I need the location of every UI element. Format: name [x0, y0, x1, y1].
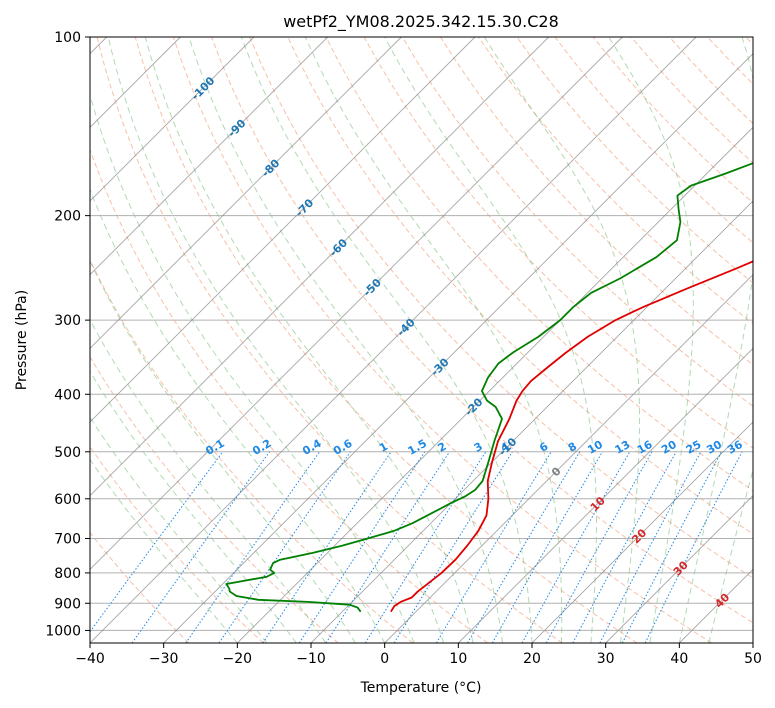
moist-adiabat-line	[90, 188, 386, 643]
x-axis: −40 −30 −20 −10 0 10 20 30 40 50	[75, 643, 762, 667]
mixing-ratio-line	[521, 451, 631, 643]
temperature-profile-line	[390, 260, 753, 613]
y-axis: 1000 900 800 700 600 500 400 300 200 100	[45, 30, 90, 639]
moist-adiabats	[90, 37, 753, 643]
dry-adiabat-line	[90, 355, 339, 643]
isotherm-line	[458, 347, 753, 643]
isotherm-line	[384, 274, 753, 643]
isotherm-line	[310, 200, 753, 643]
moist-adiabat-line	[144, 37, 474, 643]
y-tick-label: 1000	[45, 623, 81, 639]
x-tick-label: 0	[380, 651, 389, 667]
isotherm-line	[163, 53, 753, 643]
isotherm-line	[531, 421, 753, 643]
mixing-ratio-line	[185, 451, 320, 643]
sounding-series	[225, 162, 753, 613]
dewpoint-profile-line	[225, 162, 753, 613]
mixing-ratio-line	[325, 451, 450, 643]
moist-adiabat-line	[90, 416, 268, 643]
plot-frame	[89, 36, 754, 644]
moist-adiabat-line	[107, 37, 445, 643]
x-tick-label: 30	[597, 651, 615, 667]
moist-adiabat-line	[240, 37, 533, 643]
x-tick-label: −30	[149, 651, 179, 667]
mixing-ratio-line	[599, 451, 702, 643]
mixing-ratio-lines	[90, 451, 743, 643]
dry-adiabat-line	[90, 531, 190, 643]
dry-adiabat-line	[90, 445, 264, 643]
y-tick-label: 500	[54, 445, 81, 461]
dry-adiabat-line	[96, 37, 563, 643]
isotherm-line	[90, 37, 623, 570]
isotherm-line	[90, 37, 697, 643]
isotherm-line	[605, 495, 753, 643]
isotherm-line	[90, 37, 549, 497]
moist-adiabat-line	[188, 37, 504, 643]
mixing-ratio-line	[621, 451, 722, 643]
x-axis-label: Temperature (°C)	[360, 680, 482, 696]
dry-adiabats	[90, 37, 753, 643]
y-tick-label: 800	[54, 566, 81, 582]
mixing-ratio-line	[131, 451, 271, 643]
isotherm-line	[237, 126, 753, 643]
x-tick-label: 40	[670, 651, 688, 667]
y-axis-label: Pressure (hPa)	[14, 290, 30, 390]
mixing-ratio-line	[393, 451, 513, 643]
y-tick-label: 900	[54, 596, 81, 612]
moist-adiabat-line	[678, 37, 753, 643]
dry-adiabat-line	[134, 37, 638, 643]
plot-area: 0.1 0.2 0.4 0.6 1 1.5 2 3 4 6 8 10 13 16 20 25 30 36-100-…	[90, 37, 753, 643]
pressure-gridlines	[90, 37, 753, 631]
moist-adiabat-line	[304, 37, 563, 643]
x-tick-label: 10	[449, 651, 467, 667]
isotherm-line	[90, 37, 328, 276]
y-tick-label: 400	[54, 387, 81, 403]
mixing-ratio-line	[262, 451, 392, 643]
mixing-ratio-line	[435, 451, 552, 643]
dry-adiabat-line	[440, 37, 753, 366]
moist-adiabat-line	[708, 467, 753, 643]
x-tick-label: −40	[75, 651, 105, 667]
mixing-ratio-line	[644, 451, 743, 643]
dry-adiabat-line	[211, 37, 753, 624]
dry-adiabat-line	[401, 37, 753, 407]
isotherm-line	[90, 37, 476, 423]
x-tick-label: −20	[223, 651, 253, 667]
y-tick-label: 100	[54, 30, 81, 46]
y-tick-label: 600	[54, 492, 81, 508]
moist-adiabat-line	[483, 37, 641, 643]
moist-adiabat-line	[608, 37, 694, 643]
mixing-ratio-line	[364, 451, 487, 643]
dry-adiabat-line	[516, 37, 753, 284]
isotherms	[90, 37, 753, 643]
x-tick-label: −10	[296, 651, 326, 667]
x-tick-label: 50	[744, 651, 762, 667]
isotherm-line	[90, 37, 402, 349]
x-tick-label: 20	[523, 651, 541, 667]
moist-adiabat-line	[90, 259, 356, 643]
dry-adiabat-line	[249, 37, 753, 579]
y-tick-label: 300	[54, 313, 81, 329]
moist-adiabat-line	[90, 458, 238, 643]
y-tick-label: 700	[54, 532, 81, 548]
dry-adiabat-line	[90, 148, 488, 643]
mixing-ratio-line	[572, 451, 677, 643]
isotherm-line	[90, 37, 255, 202]
mixing-ratio-line	[298, 451, 426, 643]
mixing-ratio-line	[90, 451, 224, 633]
moist-adiabat-line	[384, 37, 597, 643]
chart-title: wetPf2_YM08.2025.342.15.30.C28	[283, 12, 559, 32]
dry-adiabat-line	[172, 37, 712, 643]
mixing-ratio-line	[545, 451, 653, 643]
y-tick-label: 200	[54, 209, 81, 225]
